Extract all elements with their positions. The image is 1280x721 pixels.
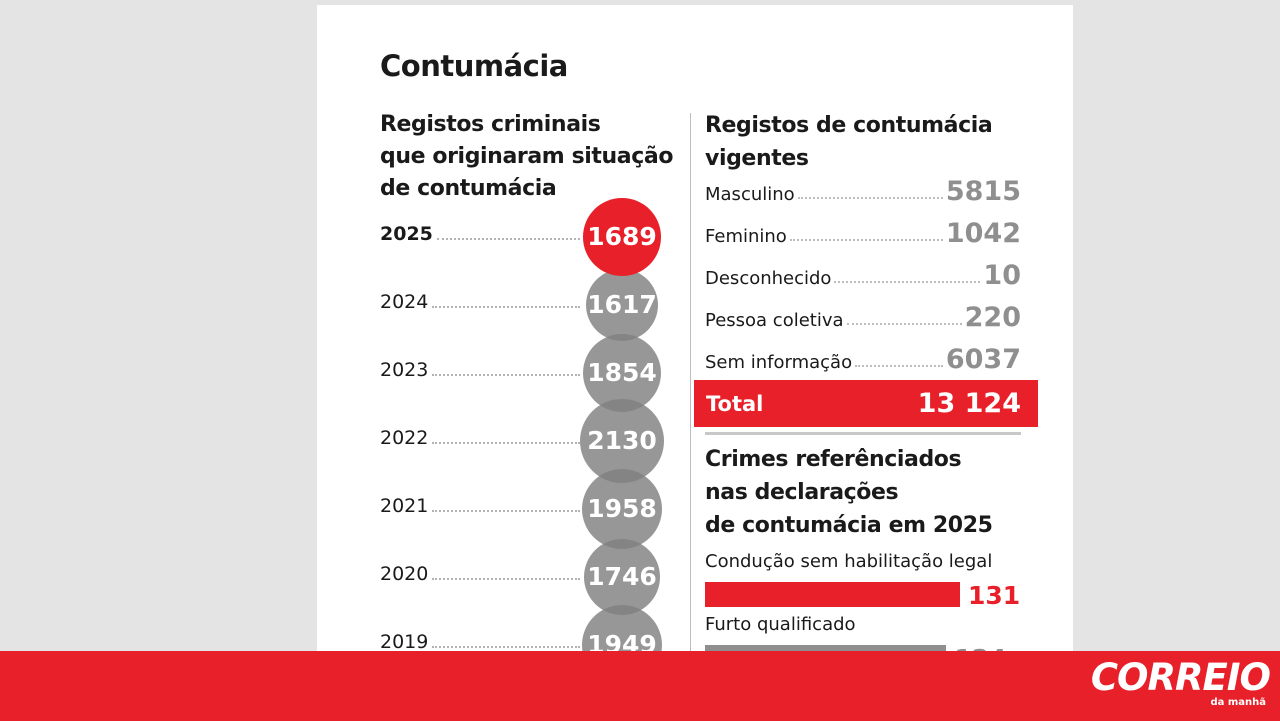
right-heading-line: Registos de contumácia [705, 113, 993, 138]
year-row: 2023 [380, 357, 580, 381]
stat-row: Feminino 1042 [705, 217, 1021, 249]
stat-value: 1042 [945, 218, 1021, 249]
leader-dots [432, 374, 580, 376]
leader-dots [789, 239, 943, 241]
logo-wordmark: CORREIO [1090, 656, 1271, 699]
leader-dots [432, 578, 580, 580]
stat-label: Feminino [705, 226, 787, 247]
total-row: Total 13 124 [694, 380, 1038, 427]
crime-label: Condução sem habilitação legal [705, 551, 993, 572]
leader-dots [436, 238, 580, 240]
stat-value: 10 [983, 260, 1021, 291]
bubble-highlight: 1689 [583, 198, 661, 276]
bubble: 2130 [580, 399, 664, 483]
crime-label: Furto qualificado [705, 614, 856, 635]
left-heading-line: Registos criminais [380, 112, 601, 137]
bubble-value: 1746 [587, 562, 657, 592]
right-panel-heading: Registos de contumácia vigentes [705, 109, 1035, 175]
bubble: 1854 [582, 333, 662, 413]
crime-value: 131 [968, 581, 1021, 610]
year-row: 2021 [380, 493, 580, 517]
stat-row: Sem informação 6037 [705, 343, 1021, 375]
bubble: 1958 [581, 468, 663, 550]
right-heading-line: vigentes [705, 146, 809, 171]
stat-value: 6037 [945, 344, 1021, 375]
crimes-heading-line: Crimes referênciados [705, 447, 962, 472]
year-row: 2022 [380, 425, 580, 449]
stat-label: Sem informação [705, 352, 853, 373]
leader-dots [432, 306, 580, 308]
bubble-value: 2130 [587, 426, 657, 456]
left-heading-line: de contumácia [380, 176, 557, 201]
total-value: 13 124 [917, 388, 1021, 419]
bubble-value: 1617 [587, 290, 657, 320]
stat-label: Masculino [705, 184, 795, 205]
stat-row: Pessoa coletiva 220 [705, 301, 1021, 333]
crime-bar [705, 582, 960, 607]
year-label: 2021 [380, 495, 429, 517]
year-label: 2019 [380, 631, 429, 653]
year-row: 2019 [380, 629, 580, 653]
infographic-card: Contumácia Registos criminais que origin… [317, 5, 1073, 721]
bubble-value: 1689 [587, 222, 657, 252]
bubble-value: 1958 [587, 494, 657, 524]
year-label: 2022 [380, 427, 429, 449]
correio-da-manha-logo[interactable]: CORREIO da manhã [1080, 656, 1271, 714]
stat-value: 5815 [945, 176, 1021, 207]
year-row: 2024 [380, 289, 580, 313]
year-row: 2020 [380, 561, 580, 585]
leader-dots [834, 281, 981, 283]
left-panel-heading: Registos criminais que originaram situaç… [380, 109, 690, 205]
bubble: 1746 [584, 539, 660, 615]
bubble: 1617 [585, 268, 659, 342]
logo-subtitle: da manhã [1210, 697, 1266, 708]
leader-dots [432, 442, 580, 444]
leader-dots [432, 646, 580, 648]
column-divider [690, 113, 691, 721]
bubble-value: 1854 [587, 358, 657, 388]
year-label: 2020 [380, 563, 429, 585]
section-divider [705, 432, 1021, 435]
stat-row: Masculino 5815 [705, 175, 1021, 207]
year-label: 2024 [380, 291, 429, 313]
stat-row: Desconhecido 10 [705, 259, 1021, 291]
year-row: 2025 [380, 221, 580, 245]
leader-dots [855, 365, 943, 367]
leader-dots [432, 510, 580, 512]
stat-label: Desconhecido [705, 268, 832, 289]
footer-bar: CORREIO da manhã [0, 651, 1280, 721]
leader-dots [797, 197, 943, 199]
total-label: Total [706, 391, 764, 416]
crimes-heading-line: nas declarações [705, 480, 899, 505]
crimes-heading: Crimes referênciados nas declarações de … [705, 443, 1035, 542]
infographic-title: Contumácia [380, 49, 568, 83]
stat-label: Pessoa coletiva [705, 310, 844, 331]
stat-value: 220 [964, 302, 1021, 333]
crimes-heading-line: de contumácia em 2025 [705, 513, 993, 538]
year-label: 2023 [380, 359, 429, 381]
left-heading-line: que originaram situação [380, 144, 674, 169]
year-label: 2025 [380, 223, 433, 245]
leader-dots [846, 323, 962, 325]
